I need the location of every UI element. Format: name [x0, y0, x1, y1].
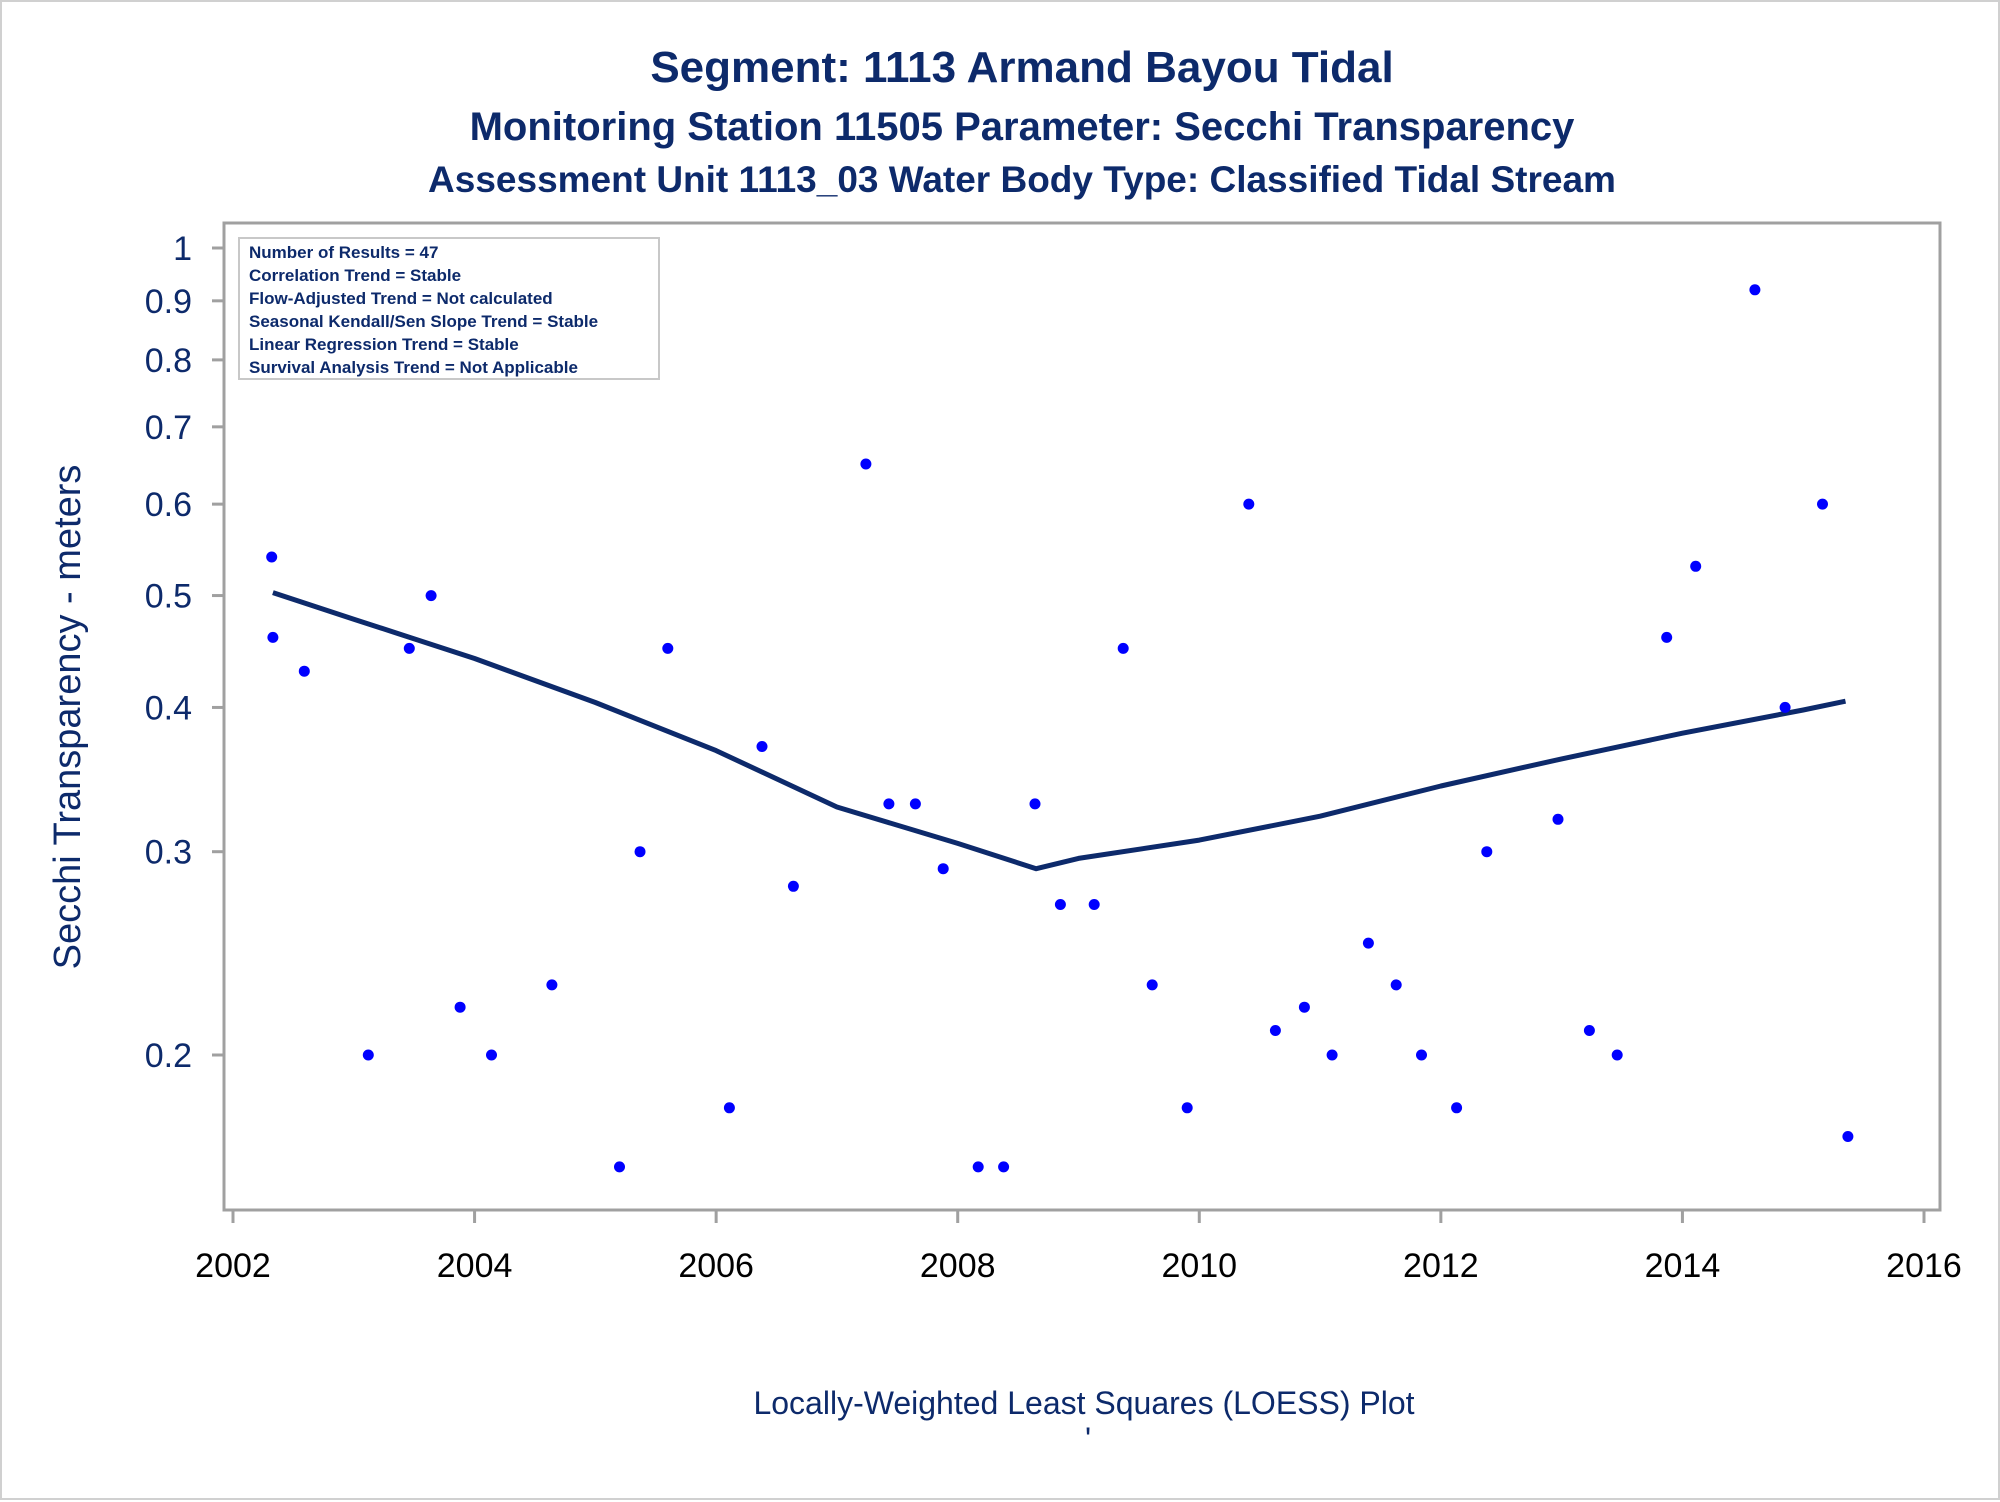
data-point	[1749, 284, 1761, 296]
footnote-mark: '	[1085, 1421, 1091, 1457]
data-point	[403, 642, 415, 654]
data-point	[1117, 642, 1129, 654]
data-point	[425, 590, 437, 602]
data-point	[1326, 1049, 1338, 1061]
data-point	[1390, 979, 1402, 991]
data-point	[1243, 498, 1255, 510]
data-point	[1451, 1102, 1463, 1114]
chart-title: Segment: 1113 Armand Bayou Tidal	[650, 43, 1393, 92]
data-point	[1481, 846, 1493, 858]
data-point	[1181, 1102, 1193, 1114]
x-axis: 2002 2004 2006 2008 2010 2012 2014 2016	[195, 1210, 1962, 1285]
x-tick-label: 2012	[1403, 1247, 1479, 1285]
data-point	[723, 1102, 735, 1114]
loess-trend-line	[272, 590, 1847, 872]
inset-box	[238, 237, 660, 380]
x-tick-label: 2010	[1161, 1247, 1237, 1285]
x-tick-label: 2002	[195, 1247, 271, 1285]
y-tick-label: 0.2	[145, 1037, 192, 1075]
y-tick-label: 0.8	[145, 342, 192, 380]
y-tick-label: 0.6	[145, 486, 192, 524]
data-point	[266, 551, 278, 563]
data-point	[1298, 1001, 1310, 1013]
data-point	[972, 1161, 984, 1173]
inset-line-correlation: Correlation Trend = Stable	[249, 266, 461, 285]
y-tick-label: 0.3	[145, 834, 192, 872]
data-point	[546, 979, 558, 991]
data-point	[1416, 1049, 1427, 1061]
data-point	[883, 798, 895, 810]
data-point	[1661, 631, 1673, 643]
y-tick-label: 0.5	[145, 578, 192, 616]
data-point	[1146, 979, 1158, 991]
data-point	[486, 1049, 497, 1061]
data-point	[1690, 560, 1702, 572]
inset-line-survival-analysis: Survival Analysis Trend = Not Applicable	[249, 358, 578, 377]
data-point	[1583, 1025, 1595, 1036]
inset-line-linear-regression: Linear Regression Trend = Stable	[249, 335, 519, 354]
data-point	[662, 642, 674, 654]
y-tick-label: 0.4	[145, 689, 192, 727]
data-point	[1817, 498, 1828, 510]
data-point	[1362, 937, 1374, 949]
y-axis-title: Secchi Transparency - meters	[47, 465, 89, 970]
data-point	[860, 458, 872, 470]
y-tick-label: 0.7	[145, 409, 192, 447]
chart-subtitle-station: Monitoring Station 11505 Parameter: Secc…	[470, 105, 1576, 149]
x-tick-label: 2016	[1886, 1247, 1962, 1285]
data-point	[909, 798, 921, 810]
chart-subtitle-assessment: Assessment Unit 1113_03 Water Body Type:…	[428, 159, 1616, 200]
data-point	[998, 1161, 1010, 1173]
data-point	[362, 1049, 374, 1061]
data-point	[756, 741, 768, 752]
x-tick-label: 2006	[678, 1247, 754, 1285]
plot-area-frame	[222, 221, 1942, 1212]
data-point	[1552, 813, 1564, 825]
data-point	[1779, 701, 1791, 713]
x-tick-label: 2008	[920, 1247, 996, 1285]
x-tick-label: 2004	[437, 1247, 513, 1285]
data-point	[614, 1161, 625, 1173]
data-point	[1842, 1131, 1854, 1142]
inset-line-flow-adjusted: Flow-Adjusted Trend = Not calculated	[249, 289, 553, 308]
y-tick-label: 0.9	[145, 283, 192, 321]
data-point	[1611, 1049, 1623, 1061]
data-point	[1029, 798, 1041, 810]
y-axis: 0.2 0.3 0.4 0.5 0.6 0.7 0.8 0.9 1	[145, 230, 224, 1075]
trend-statistics-inset: Number of Results = 47 Correlation Trend…	[238, 237, 660, 380]
data-point	[787, 880, 799, 892]
inset-line-results: Number of Results = 47	[249, 243, 438, 262]
data-point	[1054, 899, 1066, 910]
data-point	[1088, 899, 1100, 910]
data-point	[267, 631, 279, 643]
y-tick-label: 1	[173, 230, 192, 268]
inset-line-seasonal-kendall: Seasonal Kendall/Sen Slope Trend = Stabl…	[249, 312, 598, 331]
data-point	[937, 863, 949, 875]
data-point	[634, 846, 646, 858]
loess-trend-layer	[272, 590, 1847, 872]
data-point	[454, 1001, 466, 1013]
chart-footnote: Locally-Weighted Least Squares (LOESS) P…	[753, 1385, 1414, 1421]
data-point	[298, 665, 310, 677]
x-tick-label: 2014	[1645, 1247, 1721, 1285]
data-point	[1269, 1025, 1281, 1036]
